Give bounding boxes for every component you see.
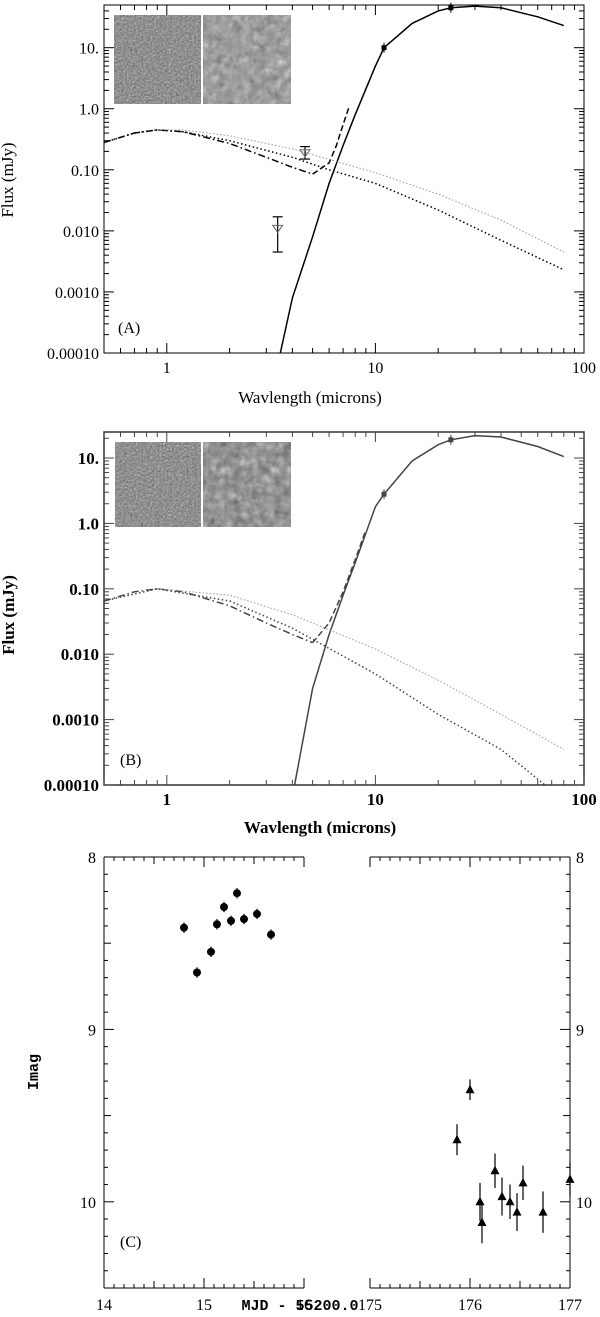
panel-a-label: (A) xyxy=(118,320,140,337)
data-point-triangle xyxy=(477,1201,487,1244)
data-point-triangle xyxy=(538,1191,548,1233)
y-tick-label: 0.00010 xyxy=(47,346,99,363)
y-tick-label-right: 8 xyxy=(576,850,584,867)
y-tick-label: 1.0 xyxy=(78,514,99,533)
x-tick-label: 100 xyxy=(572,360,596,377)
y-tick-label: 8 xyxy=(88,850,96,867)
series-dashed-line xyxy=(312,105,351,175)
data-point-circle xyxy=(240,913,248,925)
panel-b-ylabel: Flux (mJy) xyxy=(0,575,18,655)
data-point-circle xyxy=(193,967,201,978)
x-tick-label: 175 xyxy=(358,1297,382,1314)
inset-a-right-noise xyxy=(203,15,291,104)
data-point-circle xyxy=(267,929,275,940)
panel-a-ticks: 1 10 100 0.00010 0.0010 0.010 0.10 1.0 10. xyxy=(47,4,596,377)
data-point-circle xyxy=(253,908,261,920)
series-solid-line xyxy=(293,434,565,785)
x-tick-label: 176 xyxy=(458,1297,482,1314)
upper-limit-point xyxy=(299,145,312,160)
x-tick-label: 14 xyxy=(96,1297,112,1314)
data-point-circle xyxy=(227,915,235,926)
panel-c-subpanel-2-axes xyxy=(370,856,571,1289)
panel-a-xlabel: Wavlength (microns) xyxy=(238,388,382,407)
y-tick-label-right: 9 xyxy=(576,1022,584,1039)
panel-b-curves xyxy=(104,434,565,785)
panel-a-marks xyxy=(271,2,454,253)
series-dotted-line xyxy=(104,588,546,785)
x-tick-label: 1 xyxy=(163,790,172,809)
inset-b-left-noise xyxy=(115,442,201,527)
series-solid-line xyxy=(279,5,565,353)
y-tick-label: 1.0 xyxy=(79,102,99,119)
panel-a-ylabel: Flux (mJy) xyxy=(0,142,17,217)
panel-b: 1 10 100 0.00010 0.0010 0.010 0.10 1.0 10. (B) W… xyxy=(0,431,597,837)
data-point-triangle xyxy=(475,1182,485,1221)
data-point-triangle xyxy=(512,1193,522,1232)
data-point-triangle xyxy=(518,1165,528,1201)
panel-b-xlabel: Wavlength (microns) xyxy=(244,818,396,837)
inset-b-right-noise xyxy=(203,442,291,527)
data-point-triangle xyxy=(452,1124,462,1156)
panel-a: 1 10 100 0.00010 0.0010 0.010 0.10 1.0 10. (A) W… xyxy=(0,2,596,407)
data-point-circle xyxy=(233,888,241,899)
x-tick-label: 100 xyxy=(571,790,597,809)
panel-a-inset xyxy=(114,15,291,104)
panel-c-frames xyxy=(103,856,571,1289)
y-tick-label: 0.00010 xyxy=(44,776,99,795)
x-tick-label: 10 xyxy=(367,790,384,809)
y-tick-label: 0.010 xyxy=(61,645,99,664)
panel-c-ylabel: Imag xyxy=(26,1054,43,1090)
y-tick-label: 0.0010 xyxy=(55,285,99,302)
data-point-circle xyxy=(207,946,215,957)
series-faint-dotted-line xyxy=(157,129,565,253)
panel-c-label: (C) xyxy=(120,1234,141,1251)
data-point-circle xyxy=(180,922,188,933)
data-point-triangle xyxy=(490,1153,500,1189)
upper-limit-point xyxy=(271,216,284,253)
y-tick-label: 0.010 xyxy=(63,224,99,241)
panel-b-ticks: 1 10 100 0.00010 0.0010 0.010 0.10 1.0 10. xyxy=(44,432,597,809)
x-tick-label: 16 xyxy=(296,1297,312,1314)
panel-c-subpanel-1-axes xyxy=(103,856,304,1289)
y-tick-label-right: 10 xyxy=(576,1195,592,1212)
panel-c-marks xyxy=(180,888,575,1244)
y-tick-label: 0.10 xyxy=(71,163,99,180)
inset-a-left-noise xyxy=(114,15,201,104)
panel-c: 14 15 16 8 9 10 175 176 177 8 9 10 (C) MJD - 55200.… xyxy=(26,850,592,1315)
panel-b-inset xyxy=(115,442,291,527)
panel-c-ticks: 14 15 16 8 9 10 175 176 177 8 9 10 xyxy=(80,850,592,1314)
x-tick-label: 15 xyxy=(196,1297,212,1314)
y-tick-label: 10. xyxy=(79,41,99,58)
series-dash-dot-line xyxy=(104,588,313,644)
panel-b-marks xyxy=(381,434,454,500)
panel-c-xlabel: MJD - 55200.0 xyxy=(241,1298,358,1315)
y-tick-label: 10 xyxy=(80,1195,96,1212)
data-point-triangle xyxy=(497,1177,507,1216)
series-dashed-line xyxy=(312,529,367,644)
y-tick-label: 10. xyxy=(78,449,99,468)
y-tick-label: 0.0010 xyxy=(52,711,99,730)
data-point-triangle xyxy=(505,1184,515,1220)
x-tick-label: 177 xyxy=(558,1297,582,1314)
series-dash-dot-line xyxy=(104,129,313,175)
series-faint-dotted-line xyxy=(157,588,565,750)
panel-b-label: (B) xyxy=(120,752,141,769)
x-tick-label: 1 xyxy=(163,360,171,377)
data-point-triangle xyxy=(465,1079,475,1101)
data-point-circle xyxy=(220,901,228,913)
data-point-circle xyxy=(213,919,221,930)
series-dotted-line xyxy=(104,129,565,271)
x-tick-label: 10 xyxy=(367,360,383,377)
y-tick-label: 0.10 xyxy=(69,580,99,599)
y-tick-label: 9 xyxy=(88,1022,96,1039)
